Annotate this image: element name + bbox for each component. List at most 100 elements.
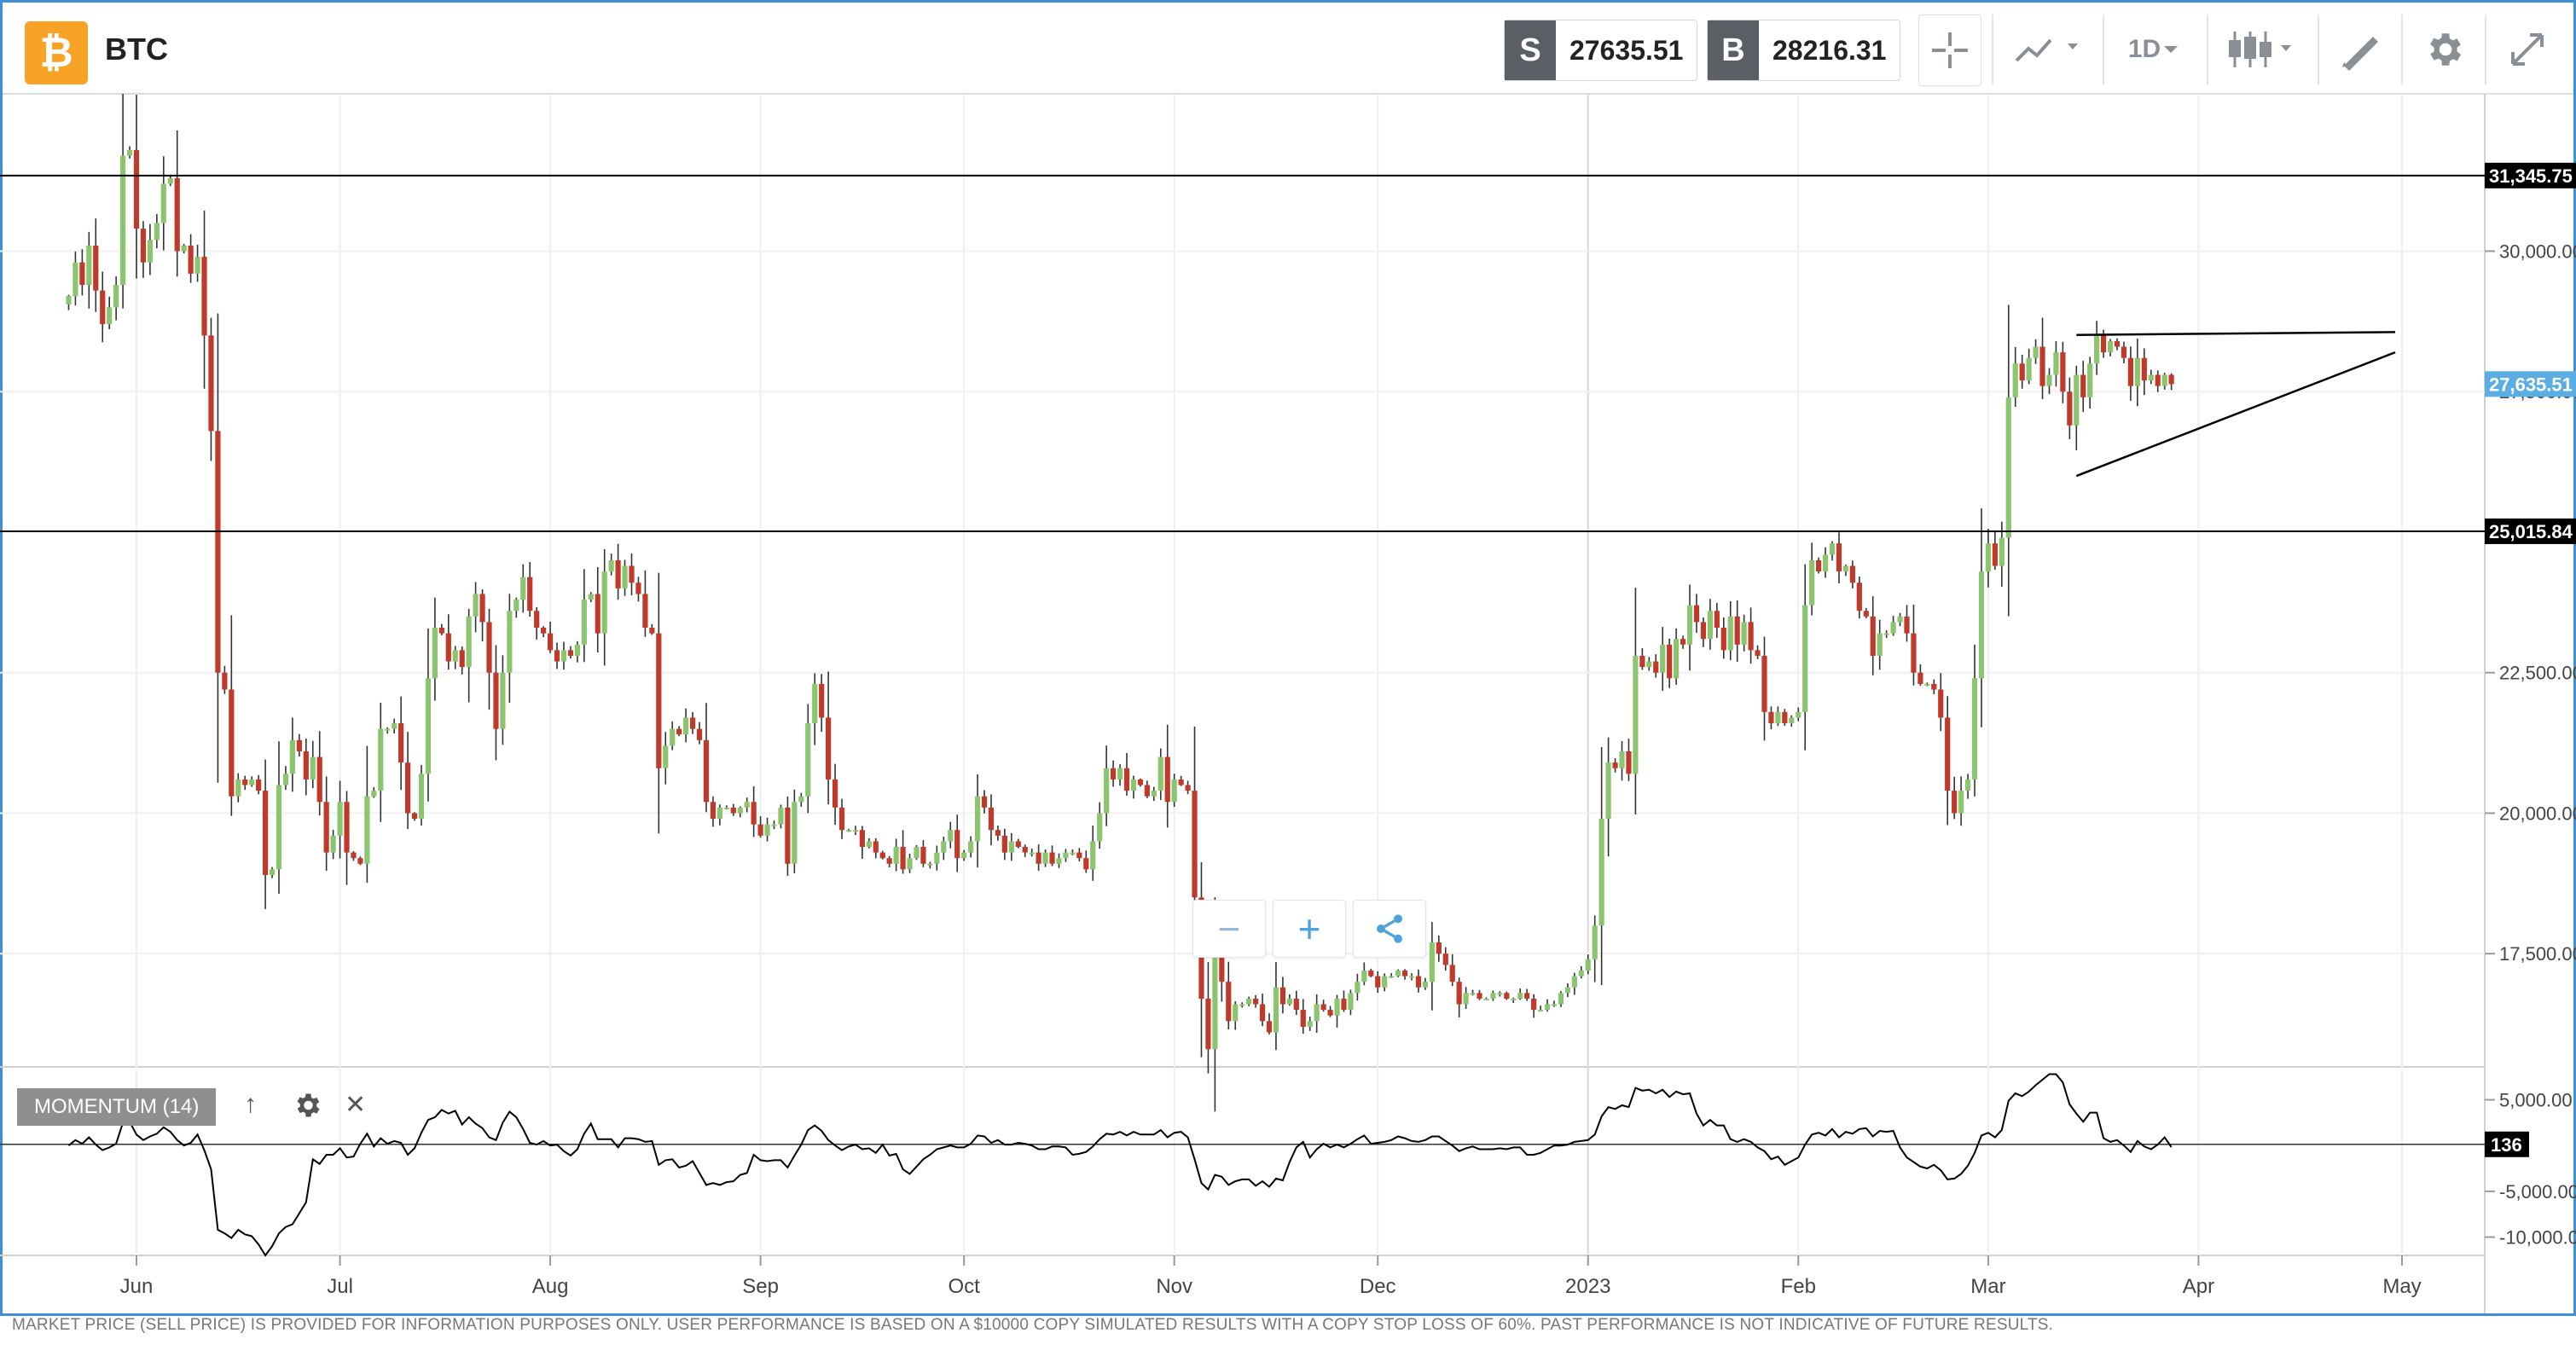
candle-body	[2087, 363, 2093, 397]
candle-body	[167, 177, 173, 184]
candle-body	[289, 739, 295, 774]
candle-body	[493, 672, 499, 729]
candle-type-button[interactable]	[2220, 14, 2306, 84]
candle-body	[1442, 953, 1448, 965]
candle-body	[866, 841, 872, 848]
candle-body	[785, 807, 791, 864]
candle-body	[1646, 661, 1652, 668]
sell-price-box[interactable]: S 27635.51	[1504, 20, 1698, 81]
candle-body	[934, 852, 940, 864]
candle-body	[961, 852, 967, 859]
candle-body	[2121, 346, 2127, 358]
x-tick-label: Feb	[1781, 1275, 1816, 1298]
chart-type-button[interactable]	[2007, 14, 2092, 84]
momentum-line	[67, 1073, 2173, 1257]
candle-body	[2080, 374, 2086, 397]
candle-body	[1633, 655, 1639, 774]
x-tick-label: Apr	[2183, 1275, 2214, 1298]
candle-body	[1185, 785, 1191, 791]
draw-icon	[2342, 37, 2378, 71]
timeframe-selector[interactable]: 1D	[2115, 14, 2195, 84]
candle-body	[1761, 655, 1767, 712]
x-tick-label: Oct	[948, 1275, 980, 1298]
zoom-out-button[interactable]: −	[1192, 900, 1266, 958]
fullscreen-button[interactable]	[2497, 14, 2558, 84]
candle-body	[689, 717, 696, 729]
candle-body	[1971, 678, 1978, 780]
candle-body	[1056, 858, 1062, 864]
settings-button[interactable]	[2413, 14, 2474, 84]
candle-body	[1022, 847, 1028, 853]
candle-body	[1117, 768, 1123, 780]
momentum-indicator-label[interactable]: MOMENTUM (14)	[17, 1088, 217, 1126]
candle-body	[100, 290, 106, 325]
candle-body	[1097, 813, 1103, 842]
candle-body	[1802, 605, 1808, 712]
candle-body	[1809, 559, 1815, 606]
candle-body	[256, 779, 262, 791]
buy-price-box[interactable]: B 28216.31	[1707, 20, 1901, 81]
candle-body	[2114, 340, 2121, 347]
candle-body	[1049, 852, 1055, 864]
candle-body	[852, 830, 859, 832]
candle-body	[330, 835, 336, 853]
candle-body	[411, 813, 418, 820]
candle-body	[425, 678, 432, 774]
move-up-icon[interactable]: ↑	[244, 1090, 257, 1118]
candle-body	[357, 858, 363, 864]
candle-body	[2155, 374, 2161, 386]
candle-body	[832, 779, 838, 808]
momentum-tick-label: -10,000.00	[2499, 1227, 2576, 1249]
candle-body	[1605, 762, 1611, 820]
candle-body	[1849, 565, 1855, 583]
zoom-in-button[interactable]: +	[1273, 900, 1346, 958]
candle-body	[1273, 987, 1279, 1033]
candle-body	[316, 756, 322, 803]
candle-body	[710, 802, 717, 820]
candle-body	[1286, 998, 1292, 1005]
close-icon[interactable]: ✕	[345, 1091, 367, 1119]
candle-body	[1707, 611, 1713, 640]
candle-body	[215, 431, 221, 673]
candle-body	[1008, 841, 1014, 853]
candle-body	[1775, 711, 1781, 724]
candle-body	[1341, 998, 1347, 1011]
indicator-settings-button[interactable]	[292, 1090, 322, 1127]
candle-body	[276, 785, 282, 870]
candle-body	[296, 739, 302, 751]
candle-body	[119, 155, 126, 286]
candle-body	[778, 807, 784, 825]
candle-body	[588, 594, 594, 600]
candle-body	[893, 847, 899, 864]
candle-body	[1436, 942, 1442, 954]
candle-body	[1456, 982, 1462, 1005]
candle-body	[574, 644, 580, 656]
fullscreen-icon	[2511, 33, 2544, 66]
candle-body	[1361, 970, 1367, 982]
candle-body	[398, 723, 404, 763]
candle-body	[1029, 852, 1035, 855]
candle-body	[1477, 993, 1482, 999]
candle-body	[737, 807, 743, 814]
candle-body	[1524, 993, 1530, 999]
candle-body	[1429, 942, 1435, 982]
candle-body	[1999, 537, 2005, 566]
candle-body	[1700, 622, 1707, 640]
price-chart[interactable]: Jun Jul Aug Sep Oct Nov Dec 2023 Feb Mar Apr May 17,…	[0, 94, 2576, 1313]
draw-tools-button[interactable]	[2329, 14, 2391, 84]
candle-body	[757, 824, 763, 836]
candle-body	[1911, 633, 1917, 673]
candle-body	[2107, 340, 2114, 353]
candle-body	[1870, 616, 1876, 656]
candle-body	[1042, 852, 1048, 864]
candle-body	[1964, 779, 1971, 791]
candle-body	[1348, 993, 1354, 1011]
candle-body	[1171, 779, 1177, 803]
candle-body	[86, 245, 92, 286]
candle-body	[1796, 711, 1801, 718]
crosshair-button[interactable]	[1918, 14, 1981, 86]
candle-body	[93, 245, 99, 291]
share-button[interactable]	[1353, 900, 1426, 958]
candle-body	[466, 616, 472, 668]
candle-body	[1259, 1004, 1266, 1022]
